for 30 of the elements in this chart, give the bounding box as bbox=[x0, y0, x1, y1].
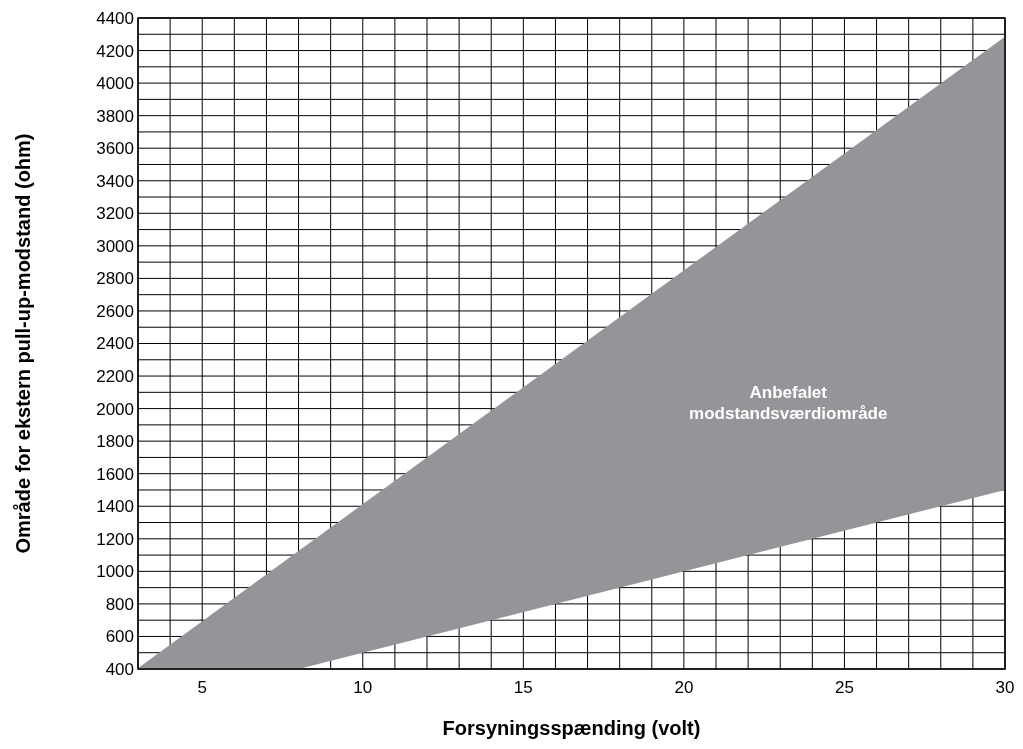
x-tick-label: 15 bbox=[513, 678, 533, 697]
y-tick-label: 4000 bbox=[96, 74, 134, 94]
annotation: Anbefalet modstandsværdiområde bbox=[689, 383, 888, 423]
y-tick-label: 3400 bbox=[96, 171, 134, 191]
x-axis-title: Forsyningsspænding (volt) bbox=[442, 717, 701, 739]
y-tick-label: 2800 bbox=[96, 269, 134, 289]
y-tick-label: 2000 bbox=[96, 399, 134, 419]
y-tick-label: 400 bbox=[105, 659, 134, 679]
y-tick-label: 4400 bbox=[96, 8, 134, 28]
y-tick-label: 2400 bbox=[96, 334, 134, 354]
y-tick-label: 1200 bbox=[96, 529, 134, 549]
y-tick-label: 1800 bbox=[96, 432, 134, 452]
x-tick-label: 20 bbox=[674, 678, 694, 697]
y-tick-label: 2200 bbox=[96, 367, 134, 386]
y-tick-label: 2600 bbox=[96, 301, 134, 321]
x-tick-label: 5 bbox=[197, 678, 207, 697]
y-tick-label: 3600 bbox=[96, 139, 134, 159]
x-tick-label: 25 bbox=[834, 678, 854, 697]
y-tick-label: 3800 bbox=[96, 106, 134, 126]
y-axis-title: Område for ekstern pull-up-modstand (ohm) bbox=[12, 133, 34, 554]
x-tick-label: 30 bbox=[995, 678, 1015, 697]
y-tick-label: 600 bbox=[105, 627, 134, 647]
y-tick-label: 3200 bbox=[96, 204, 134, 224]
y-tick-label: 3000 bbox=[96, 236, 134, 256]
x-tick-label: 10 bbox=[353, 678, 373, 697]
y-tick-label: 1400 bbox=[96, 497, 134, 517]
y-tick-label: 4200 bbox=[96, 41, 134, 61]
y-tick-label: 800 bbox=[105, 594, 134, 614]
y-tick-label: 1000 bbox=[96, 562, 134, 582]
y-tick-label: 1600 bbox=[96, 464, 134, 484]
